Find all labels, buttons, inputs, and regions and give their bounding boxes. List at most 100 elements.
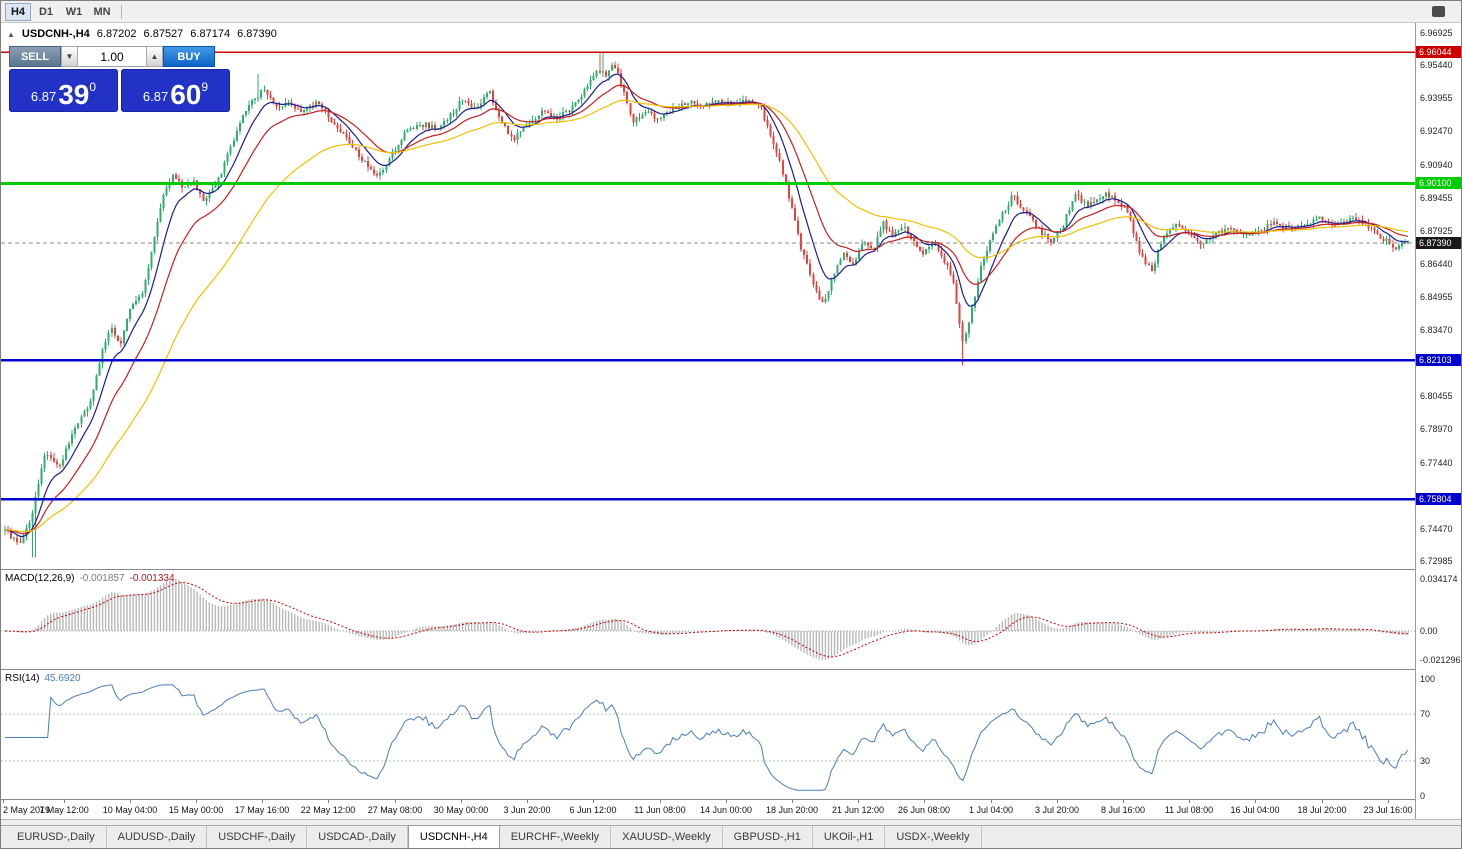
timeframe-toolbar: H4 D1 W1 MN xyxy=(1,1,1461,23)
timeframe-h4-button[interactable]: H4 xyxy=(5,2,31,21)
rsi-value: 45.6920 xyxy=(44,673,81,684)
time-axis-label: 1 Jul 04:00 xyxy=(968,805,1014,815)
buy-button[interactable]: BUY xyxy=(163,46,215,67)
timeframe-mn-button[interactable]: MN xyxy=(89,3,115,21)
time-tick xyxy=(792,800,793,803)
time-axis-label: 16 Jul 04:00 xyxy=(1230,805,1280,815)
volume-up-button[interactable]: ▲ xyxy=(146,46,163,67)
ohlc-high: 6.87527 xyxy=(143,28,184,40)
price-line-tag: 6.82103 xyxy=(1416,353,1461,366)
sell-button[interactable]: SELL xyxy=(9,46,61,67)
spin-up-icon: ▲ xyxy=(150,52,159,61)
macd-axis-label: 0.034174 xyxy=(1420,574,1458,584)
time-tick xyxy=(924,800,925,803)
price-line-tag: 6.96044 xyxy=(1416,46,1461,58)
price-axis-label: 6.96925 xyxy=(1420,27,1453,38)
tab-usdcnh-h4[interactable]: USDCNH-,H4 xyxy=(407,825,500,848)
chart-tabs-bar: EURUSD-,Daily AUDUSD-,Daily USDCHF-,Daily U… xyxy=(1,825,1461,848)
buy-price-big: 60 xyxy=(170,79,202,110)
price-axis-label: 6.80455 xyxy=(1420,391,1453,402)
current-price-tag: 6.87390 xyxy=(1416,237,1461,250)
macd-axis-label: 0.00 xyxy=(1420,626,1438,636)
scroll-strip[interactable] xyxy=(1,819,1461,825)
timeframe-d1-button[interactable]: D1 xyxy=(33,3,59,21)
time-axis-label: 27 May 08:00 xyxy=(367,805,423,815)
toolbar-overflow-icon[interactable] xyxy=(1432,6,1445,17)
macd-chart[interactable] xyxy=(1,570,1415,669)
time-axis-label: 3 Jul 20:00 xyxy=(1034,805,1080,815)
time-tick xyxy=(1123,800,1124,803)
one-click-price-row: 6.87 39 0 6.87 60 9 xyxy=(9,69,231,112)
time-axis-label: 30 May 00:00 xyxy=(433,805,489,815)
buy-price-prefix: 6.87 xyxy=(142,89,169,104)
time-axis-label: 8 Jul 16:00 xyxy=(1100,805,1146,815)
tab-usdchf-daily[interactable]: USDCHF-,Daily xyxy=(207,826,308,848)
time-axis-label: 26 Jun 08:00 xyxy=(897,805,951,815)
macd-indicator-panel: MACD(12,26,9) -0.001857 -0.001334 xyxy=(1,569,1415,669)
ohlc-close: 6.87390 xyxy=(237,28,277,40)
rsi-name: RSI(14) xyxy=(5,673,40,684)
collapse-arrow-icon[interactable]: ▲ xyxy=(7,30,15,39)
price-axis-label: 6.90940 xyxy=(1420,159,1453,170)
time-axis-label: 6 Jun 12:00 xyxy=(569,805,617,815)
volume-input[interactable] xyxy=(78,46,146,67)
time-axis-label: 10 May 04:00 xyxy=(102,805,158,815)
ohlc-open: 6.87202 xyxy=(96,28,137,40)
price-axis-label: 6.89455 xyxy=(1420,192,1453,203)
macd-name: MACD(12,26,9) xyxy=(5,573,75,584)
tab-usdcad-daily[interactable]: USDCAD-,Daily xyxy=(307,826,408,848)
time-axis: 2 May 2019 7 May 12:00 10 May 04:00 15 May … xyxy=(1,799,1415,819)
chart-title: ▲ USDCNH-,H4 6.87202 6.87527 6.87174 6.8… xyxy=(7,28,277,40)
time-tick xyxy=(1189,800,1190,803)
rsi-indicator-panel: RSI(14) 45.6920 xyxy=(1,669,1415,799)
time-tick xyxy=(991,800,992,803)
time-tick xyxy=(1322,800,1323,803)
time-axis-label: 21 Jun 12:00 xyxy=(831,805,885,815)
ohlc-low: 6.87174 xyxy=(190,28,231,40)
buy-price-sup: 9 xyxy=(201,80,209,94)
time-tick xyxy=(527,800,528,803)
tab-eurchf-weekly[interactable]: EURCHF-,Weekly xyxy=(499,826,612,848)
time-tick xyxy=(726,800,727,803)
candlestick-chart[interactable] xyxy=(1,23,1415,569)
macd-label: MACD(12,26,9) -0.001857 -0.001334 xyxy=(5,573,175,584)
time-tick xyxy=(1388,800,1389,803)
price-axis-separator xyxy=(1415,23,1416,819)
tab-audusd-daily[interactable]: AUDUSD-,Daily xyxy=(106,826,208,848)
spin-down-icon: ▼ xyxy=(65,52,74,61)
tab-xauusd-weekly[interactable]: XAUUSD-,Weekly xyxy=(611,826,723,848)
rsi-axis-label: 0 xyxy=(1420,791,1426,801)
tab-usdx-weekly[interactable]: USDX-,Weekly xyxy=(885,826,982,848)
price-line-tag: 6.75804 xyxy=(1416,493,1461,506)
rsi-chart[interactable] xyxy=(1,670,1415,799)
macd-axis-label: -0.021296 xyxy=(1420,655,1461,665)
time-axis-label: 2 May 2019 xyxy=(3,805,51,815)
time-tick xyxy=(1057,800,1058,803)
rsi-label: RSI(14) 45.6920 xyxy=(5,673,81,684)
timeframe-w1-button[interactable]: W1 xyxy=(61,3,87,21)
timeframe-buttons: H4 D1 W1 MN xyxy=(5,2,115,21)
sell-price-display[interactable]: 6.87 39 0 xyxy=(9,69,118,112)
price-axis-label: 6.92470 xyxy=(1420,125,1453,136)
rsi-axis-label: 70 xyxy=(1420,709,1431,720)
tab-ukoil-h1[interactable]: UKOil-,H1 xyxy=(812,826,886,848)
price-axis-label: 6.87925 xyxy=(1420,226,1453,237)
price-axis-label: 6.95440 xyxy=(1420,60,1453,71)
buy-price-display[interactable]: 6.87 60 9 xyxy=(121,69,230,112)
time-tick xyxy=(130,800,131,803)
volume-down-button[interactable]: ▼ xyxy=(61,46,78,67)
one-click-order-row: SELL ▼ ▲ BUY xyxy=(9,46,231,67)
tab-gbpusd-h1[interactable]: GBPUSD-,H1 xyxy=(722,826,813,848)
price-chart-panel: ▲ USDCNH-,H4 6.87202 6.87527 6.87174 6.8… xyxy=(1,23,1415,569)
time-axis-label: 18 Jun 20:00 xyxy=(765,805,819,815)
time-axis-label: 23 Jul 16:00 xyxy=(1363,805,1413,815)
price-axis-column: 6.96925 6.95440 6.93955 6.92470 6.90940 6.894… xyxy=(1416,1,1461,848)
rsi-axis-label: 100 xyxy=(1420,674,1436,684)
tab-eurusd-daily[interactable]: EURUSD-,Daily xyxy=(6,826,107,848)
time-tick xyxy=(328,800,329,803)
price-axis-label: 6.78970 xyxy=(1420,424,1453,435)
sell-price-sup: 0 xyxy=(89,80,97,94)
time-tick xyxy=(262,800,263,803)
